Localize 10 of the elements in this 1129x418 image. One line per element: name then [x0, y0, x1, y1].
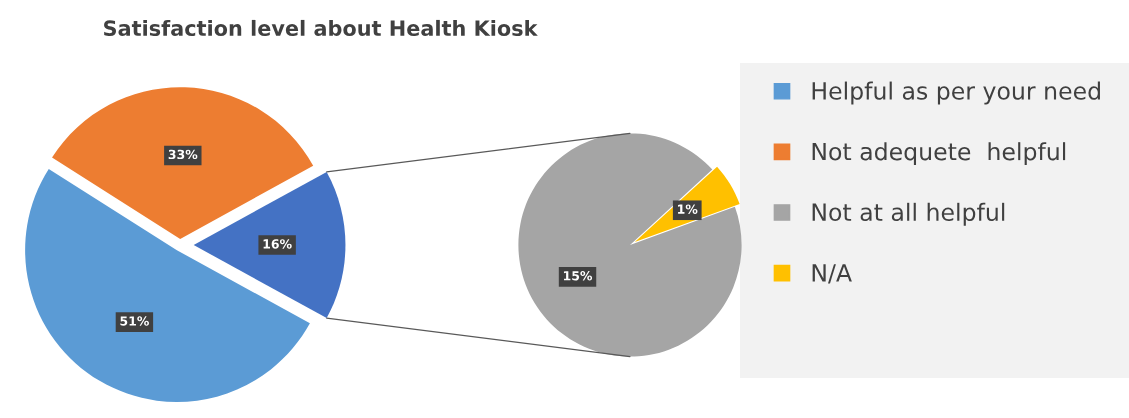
chart-title: Satisfaction level about Health Kiosk	[104, 19, 538, 37]
data-label: 33%	[168, 149, 198, 160]
data-label: 15%	[563, 271, 593, 281]
legend-label: Helpful as per your need	[812, 81, 1100, 105]
data-label: 51%	[120, 316, 149, 326]
legend-label: N/A	[812, 264, 852, 284]
data-label: 16%	[263, 239, 292, 249]
legend-label: Not adequete helpful	[812, 142, 1066, 166]
legend-label: Not at all helpful	[812, 202, 1005, 226]
data-label: 1%	[678, 204, 698, 214]
